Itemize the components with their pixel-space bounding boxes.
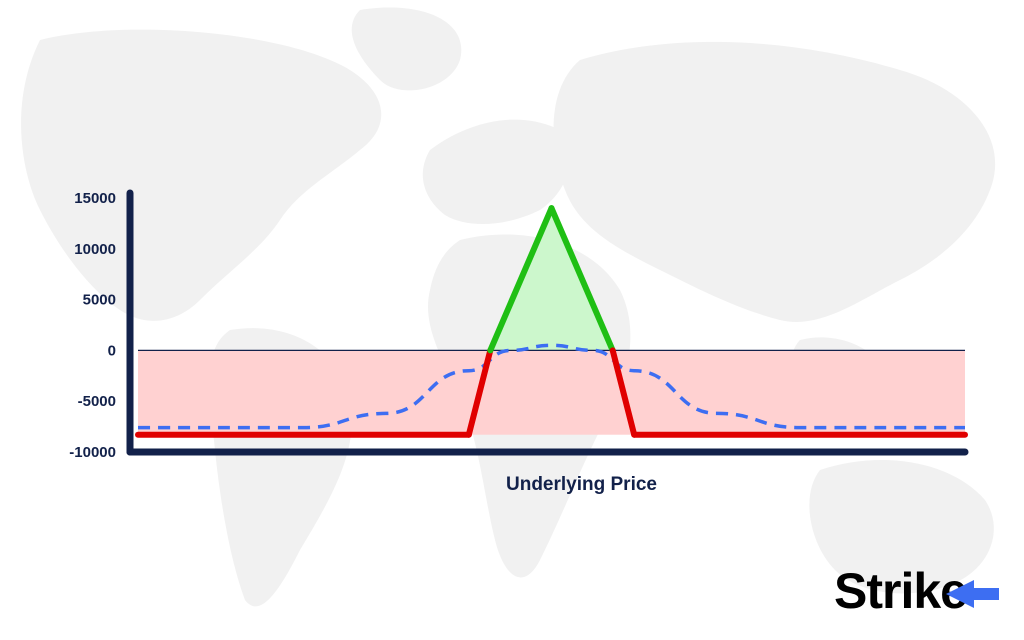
profit-area: [490, 208, 613, 351]
payoff-loss-segment: [609, 347, 638, 438]
x-axis-title: Underlying Price: [506, 474, 657, 495]
series-payoff: [135, 205, 968, 438]
payoff-loss-segment: [465, 347, 494, 438]
y-tick-label: 5000: [83, 292, 116, 309]
y-tick-label: -5000: [78, 393, 116, 410]
brand-logo: Strike: [834, 563, 999, 619]
y-tick-label: 0: [108, 342, 116, 359]
y-tick-label: 10000: [74, 241, 116, 258]
y-tick-label: -10000: [69, 444, 116, 461]
payoff-profit-segment: [487, 205, 555, 354]
y-tick-labels: 15000 10000 5000 0 -5000 -10000: [69, 190, 116, 461]
payoff-profit-segment: [548, 205, 616, 354]
map-australia: [809, 460, 994, 594]
brand-logo-text: Strike: [834, 563, 967, 619]
loss-area: [138, 350, 965, 435]
map-asia: [553, 41, 996, 322]
map-north-america: [21, 29, 382, 321]
arrow-left-icon: [946, 580, 999, 608]
map-europe: [422, 119, 571, 225]
series-dashed-line: [138, 343, 966, 430]
map-greenland: [351, 7, 462, 91]
y-tick-label: 15000: [74, 190, 116, 207]
